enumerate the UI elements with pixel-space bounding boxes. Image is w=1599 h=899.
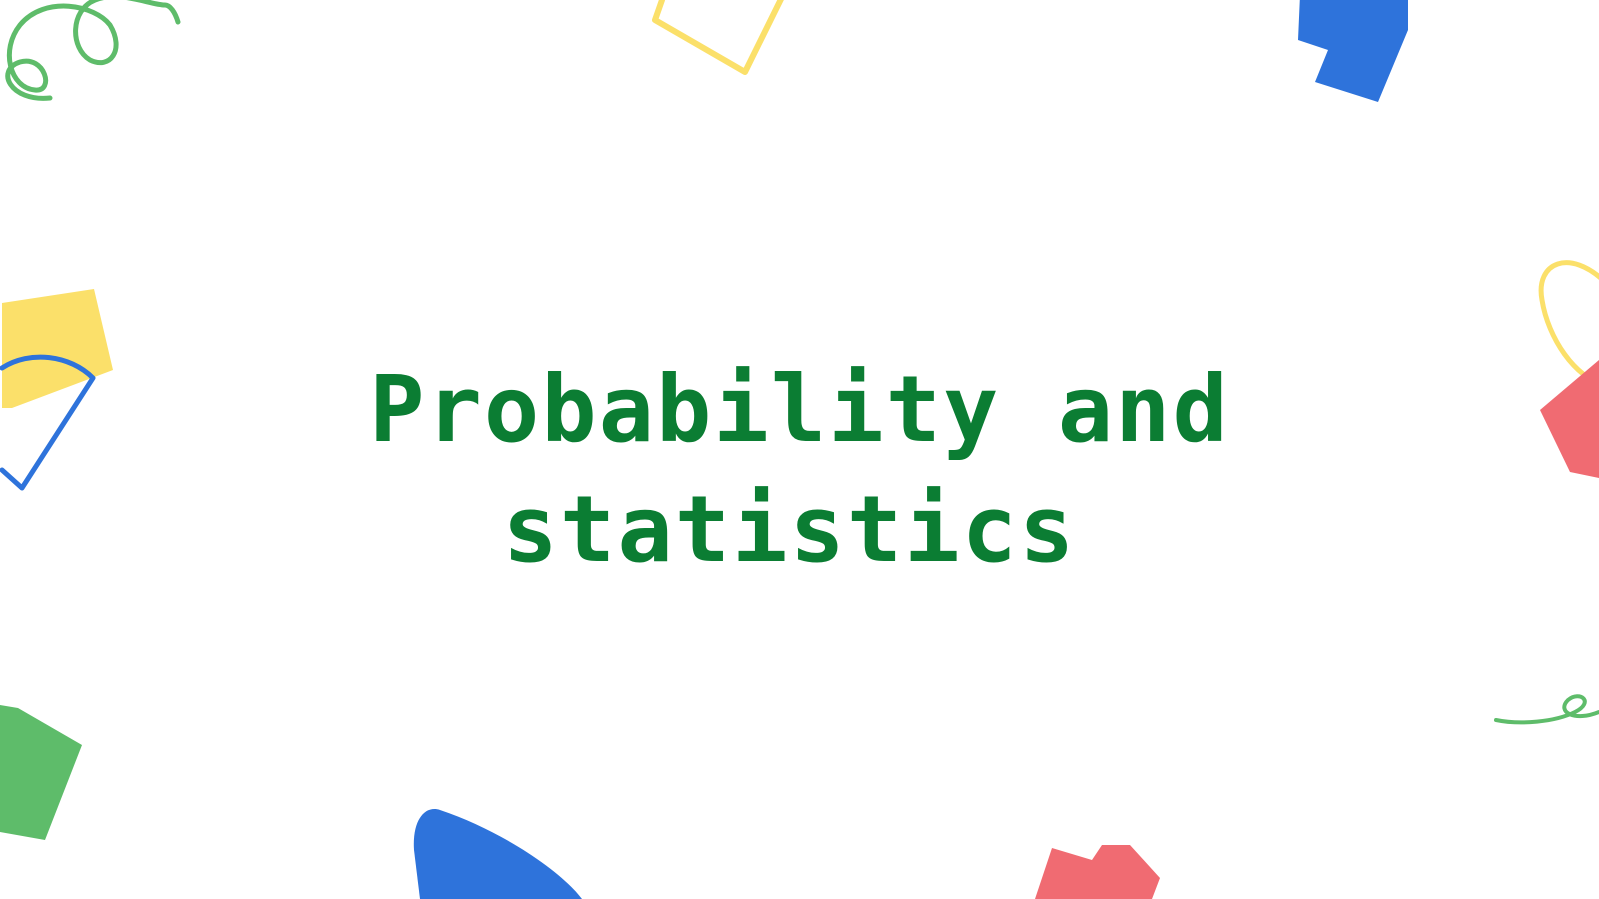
title-line-1: Probability and xyxy=(369,356,1230,463)
yellow-outline-shape-icon xyxy=(652,0,784,75)
slide-title: Probability and statistics xyxy=(0,350,1599,590)
red-block-icon xyxy=(1035,845,1160,899)
blue-outline-wedge-icon xyxy=(0,354,96,491)
green-squiggle-icon xyxy=(5,0,181,101)
red-shape-icon xyxy=(1540,360,1599,478)
blue-semicircle-icon xyxy=(413,809,582,899)
green-block-icon xyxy=(0,705,82,840)
blue-block-icon xyxy=(1298,0,1408,102)
yellow-square-icon xyxy=(2,289,113,408)
green-squiggle-right-icon xyxy=(1494,694,1599,725)
title-line-2: statistics xyxy=(502,476,1077,583)
yellow-loop-icon xyxy=(1538,260,1599,386)
title-block: Probability and statistics xyxy=(0,350,1599,590)
